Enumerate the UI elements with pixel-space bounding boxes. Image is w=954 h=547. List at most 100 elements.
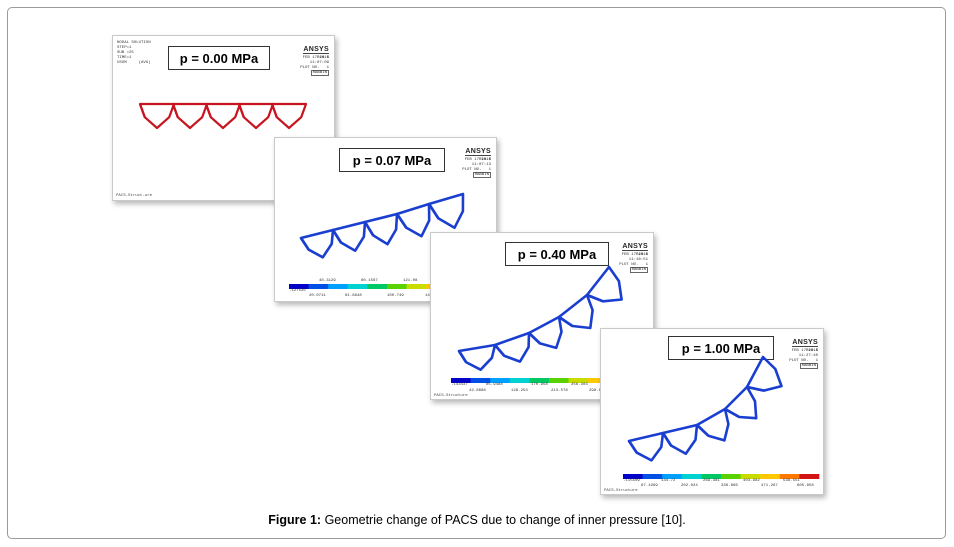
colorbar-segment [406, 284, 427, 289]
colorbar-segment [799, 474, 820, 479]
colorbar-segment [568, 378, 589, 383]
legend-value: 128.253 [511, 389, 528, 393]
cell-rib [427, 203, 440, 220]
cell-rib [299, 237, 310, 251]
structure-cell [745, 355, 783, 392]
simulation-panel-p100: p = 1.00 MPa ANSYS R14.5 RABBIN FEB 17 2… [600, 328, 824, 495]
legend-value: 202.024 [681, 484, 698, 488]
cell-rib [528, 332, 541, 345]
simulation-panel-p040: p = 0.40 MPa ANSYS R14.5 RABBIN FEB 17 2… [430, 232, 654, 400]
pressure-label: p = 0.40 MPa [505, 242, 609, 266]
colorbar-segment [642, 474, 663, 479]
structure-cell [695, 407, 730, 442]
ansys-logo: ANSYS R14.5 RABBIN [303, 46, 329, 76]
cell-rib [586, 293, 604, 303]
cell-rib [457, 350, 468, 363]
legend-value: 269.381 [703, 479, 720, 483]
colorbar-segment [740, 474, 761, 479]
colorbar-segment [387, 284, 407, 289]
plot-date: FEB 17 2016 11:07:09 PLOT NO. 1 [300, 56, 329, 70]
colorbar-segment [588, 378, 609, 383]
legend-value: 403.982 [743, 479, 760, 483]
colorbar-segment [328, 284, 349, 289]
simulation-panel-p000: NODAL SOLUTION STEP=1 SUB =25 TIME=1 USU… [112, 35, 335, 201]
cell-rib [138, 103, 146, 118]
cell-rib [204, 103, 212, 118]
colorbar-segment [347, 284, 368, 289]
cell-rib [363, 221, 375, 236]
colorbar-segment [367, 284, 388, 289]
colorbar-segment [701, 474, 722, 479]
cell-rib [237, 103, 245, 118]
colorbar-segment [470, 378, 491, 383]
legend-value: 471.267 [761, 484, 778, 488]
legend-value: .115509 [623, 479, 640, 483]
colorbar-segment [623, 474, 643, 479]
ansys-logo: ANSYS R14.5 RABBIN [792, 339, 818, 369]
colorbar-segment [289, 284, 309, 289]
cell-rib [558, 315, 574, 328]
legend-value: 42.8688 [469, 389, 486, 393]
plot-date: FEB 17 2016 11:07:13 PLOT NO. 1 [462, 158, 491, 172]
cell-rib [696, 424, 710, 437]
legend-value: 170.958 [531, 383, 548, 387]
colorbar-segment [451, 378, 471, 383]
colorbar-segment [779, 474, 800, 479]
cell-rib [494, 344, 506, 357]
legend-value: 85.9488 [486, 383, 503, 387]
legend-value: .127535 [289, 289, 306, 293]
colorbar-segment [490, 378, 511, 383]
cell-rib [661, 432, 673, 447]
structure-cell [527, 315, 563, 350]
cell-rib [270, 103, 278, 118]
colorbar-segment [760, 474, 781, 479]
colorbar [623, 474, 820, 479]
legend-value: 40.3129 [319, 279, 336, 283]
cell-rib [746, 385, 765, 392]
structure-cell [493, 331, 531, 363]
structure-plot [138, 102, 308, 130]
legend-value: 298.888 [589, 389, 606, 393]
figure-label: Figure 1: [268, 513, 322, 527]
model-footer: PACS-Structure [434, 394, 468, 398]
legend-value: 256.303 [571, 383, 588, 387]
colorbar-segment [681, 474, 702, 479]
pressure-label: p = 0.00 MPa [168, 46, 270, 70]
legend-value: 213.578 [551, 389, 568, 393]
cell-rib [395, 213, 408, 229]
plot-date: FEB 17 2016 11:27:40 PLOT NO. 1 [789, 349, 818, 363]
cell-rib [627, 440, 638, 454]
solution-info: NODAL SOLUTION STEP=1 SUB =25 TIME=1 USU… [117, 41, 151, 65]
cell-rib [171, 103, 179, 118]
colorbar-segment [529, 378, 550, 383]
legend-value: 80.1567 [361, 279, 378, 283]
legend-value: 20.0711 [309, 294, 326, 298]
legend-value: 134.72 [661, 479, 676, 483]
cell-rib [724, 407, 740, 419]
pressure-label: p = 1.00 MPa [668, 336, 774, 360]
legend-value: 121.08 [403, 279, 418, 283]
structure-cell [557, 293, 594, 330]
legend-value: 605.958 [797, 484, 814, 488]
colorbar-segment [662, 474, 683, 479]
plot-date: FEB 17 2016 11:16:51 PLOT NO. 1 [619, 253, 648, 267]
pressure-label: p = 0.07 MPa [339, 148, 445, 172]
caption-text: Geometrie change of PACS due to change o… [324, 513, 686, 527]
figure-caption: Figure 1: Geometrie change of PACS due t… [0, 513, 954, 527]
legend-value: 67.4269 [641, 484, 658, 488]
colorbar-segment [509, 378, 530, 383]
legend-value: 61.8948 [345, 294, 362, 298]
colorbar-segment [721, 474, 741, 479]
cell-rib [331, 229, 342, 244]
structure-cell [723, 385, 758, 420]
colorbar-segment [549, 378, 569, 383]
legend-value: .143437 [451, 383, 468, 387]
colorbar-segment [308, 284, 329, 289]
legend-value: 336.666 [721, 484, 738, 488]
ansys-logo: ANSYS R14.5 RABBIN [465, 148, 491, 178]
ansys-logo: ANSYS R14.5 RABBIN [622, 243, 648, 273]
structure-plot [623, 355, 820, 479]
legend-value: 538.551 [783, 479, 800, 483]
legend-value: 100.749 [387, 294, 404, 298]
model-footer: PACS-Struct-ure [116, 194, 153, 198]
